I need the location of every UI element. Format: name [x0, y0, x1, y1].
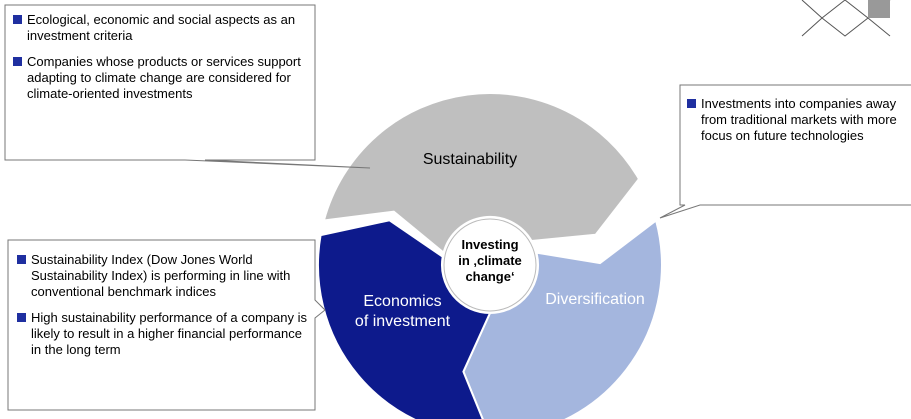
- label-line: Investing: [461, 237, 519, 252]
- callout: Sustainability Index (Dow Jones World Su…: [16, 252, 311, 368]
- center-circle: [443, 218, 537, 312]
- callout: Investments into companies away from tra…: [686, 96, 911, 154]
- bullet: Sustainability Index (Dow Jones World Su…: [16, 252, 311, 300]
- cycle-arrow: [322, 92, 641, 255]
- label-line: Sustainability: [422, 151, 518, 168]
- segment-label: Diversification: [525, 290, 665, 310]
- label-line: change‘: [465, 269, 515, 284]
- segment-label: Economics of investment: [340, 292, 465, 332]
- cycle-arrow: [316, 219, 492, 419]
- callout-boxes: [4, 4, 911, 411]
- bullet: Investments into companies away from tra…: [686, 96, 911, 144]
- label-line: Economics: [363, 293, 442, 310]
- cycle-arrow: [462, 218, 663, 419]
- bullet: Companies whose products or services sup…: [12, 54, 312, 102]
- bullet: High sustainability performance of a com…: [16, 310, 311, 358]
- callout: Ecological, economic and social aspects …: [12, 12, 312, 112]
- label-line: of investment: [354, 313, 451, 330]
- label-line: in ‚climate: [458, 253, 522, 268]
- center-label: Investing in ‚climate change‘: [440, 237, 540, 285]
- bullet: Ecological, economic and social aspects …: [12, 12, 312, 44]
- segment-label: Sustainability: [400, 150, 540, 170]
- label-line: Diversification: [545, 291, 645, 308]
- logo: [801, 0, 891, 37]
